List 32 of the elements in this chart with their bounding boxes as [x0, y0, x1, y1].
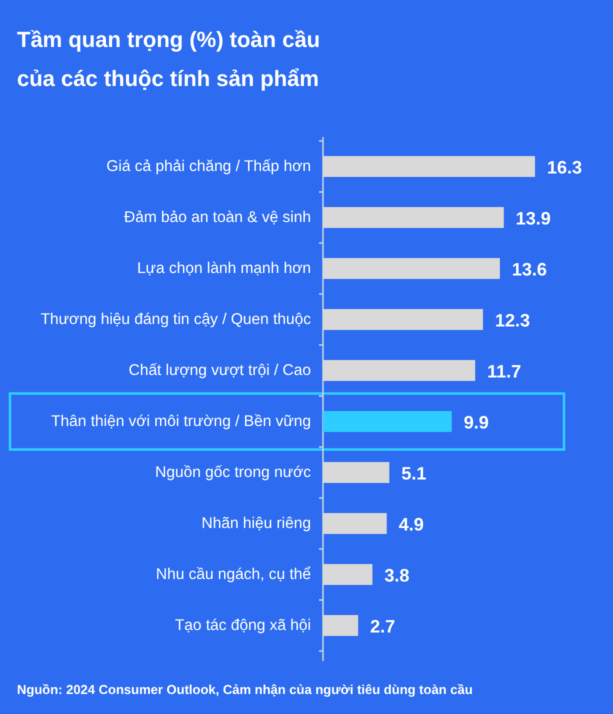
- bar: [323, 156, 535, 177]
- data-label: 11.7: [487, 362, 522, 382]
- bar: [323, 513, 387, 534]
- data-label: 13.9: [516, 208, 551, 228]
- y-tick-label: Tạo tác động xã hội: [174, 617, 311, 634]
- y-tick-label: Chất lượng vượt trội / Cao: [128, 362, 311, 379]
- y-tick-label: Nhu cầu ngách, cụ thể: [156, 566, 311, 583]
- data-label: 5.1: [401, 464, 426, 484]
- data-label: 4.9: [398, 514, 424, 534]
- y-tick-label: Nguồn gốc trong nước: [155, 464, 312, 481]
- y-tick-label: Thương hiệu đáng tin cậy / Quen thuộc: [40, 311, 312, 328]
- bar: [323, 258, 500, 279]
- y-tick-label: Giá cả phải chăng / Thấp hơn: [106, 158, 311, 175]
- text: Nguồn: 2024 Consumer Outlook, Cảm nhận của người tiêu dùng toàn cầu: [17, 682, 473, 697]
- data-label: 13.6: [512, 260, 547, 280]
- y-tick-label: Thân thiện với môi trường / Bền vững: [51, 413, 311, 430]
- bar: [323, 462, 390, 483]
- bar: [323, 309, 483, 330]
- bar: [323, 615, 358, 636]
- data-label: 2.7: [370, 616, 396, 636]
- bar: [323, 411, 452, 432]
- data-label: 3.8: [384, 566, 410, 586]
- bar: [323, 564, 372, 585]
- data-label: 16.3: [547, 158, 582, 178]
- data-label: 9.9: [464, 412, 489, 432]
- chart-title: Tầm quan trọng (%) toàn cầu của các thuộc tính sản phẩm: [17, 27, 320, 91]
- y-tick-label: Nhãn hiệu riêng: [202, 515, 311, 532]
- y-tick-label: Đảm bảo an toàn & vệ sinh: [124, 209, 311, 226]
- bar: [323, 207, 504, 228]
- bar: [323, 360, 476, 381]
- y-tick-label: Lựa chọn lành mạnh hơn: [137, 260, 311, 277]
- data-label: 12.3: [494, 310, 530, 330]
